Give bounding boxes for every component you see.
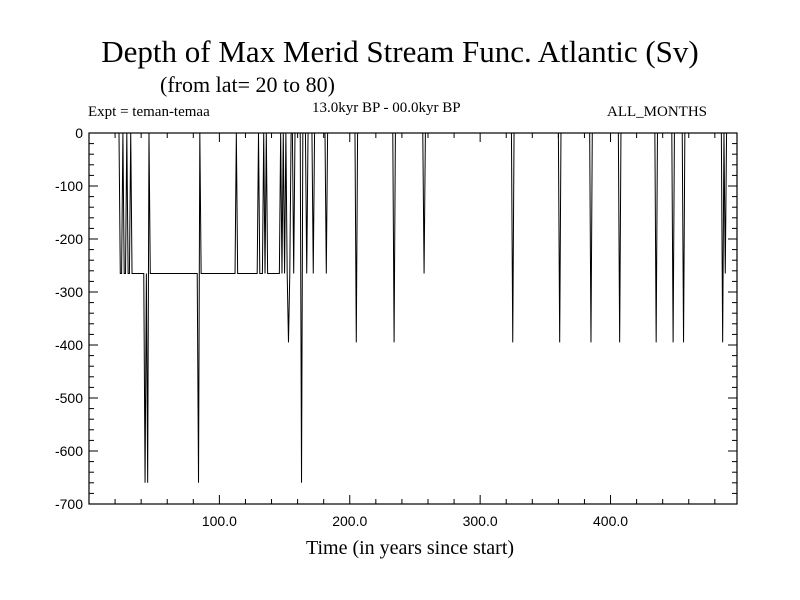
x-tick-label: 100.0 (202, 513, 237, 529)
y-tick-label: 0 (75, 125, 83, 141)
months-label: ALL_MONTHS (607, 104, 707, 120)
x-tick-label: 400.0 (593, 513, 628, 529)
x-axis-label: Time (in years since start) (305, 537, 515, 559)
y-tick-label: -500 (55, 390, 83, 406)
experiment-label: Expt = teman-temaa (88, 104, 210, 120)
y-tick-label: -200 (55, 231, 83, 247)
series-line (89, 132, 737, 483)
x-axis-ticks: 100.0 200.0 300.0 400.0 (114, 133, 716, 529)
x-tick-label: 200.0 (332, 513, 367, 529)
y-tick-label: -300 (55, 284, 83, 300)
y-axis-ticks: 0 -100 -200 -300 -400 -500 -600 -700 (55, 125, 737, 512)
x-tick-label: 300.0 (463, 513, 498, 529)
chart-title: Depth of Max Merid Stream Func. Atlantic… (101, 34, 699, 69)
y-tick-label: -600 (55, 443, 83, 459)
y-tick-label: -700 (55, 496, 83, 512)
y-tick-label: -100 (55, 178, 83, 194)
y-tick-label: -400 (55, 337, 83, 353)
chart-subtitle: (from lat= 20 to 80) (160, 72, 335, 97)
period-label: 13.0kyr BP - 00.0kyr BP (312, 100, 461, 116)
plot-frame (88, 132, 738, 505)
